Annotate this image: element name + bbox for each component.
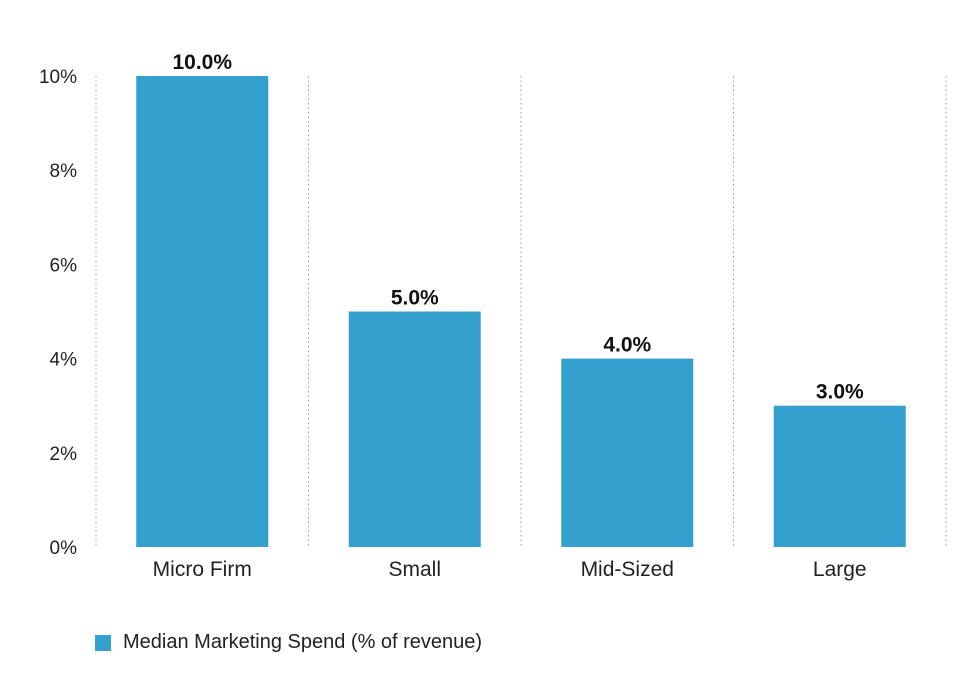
y-tick-label: 10% [39, 67, 77, 88]
data-labels: 10.0% 5.0% 4.0% 3.0% [172, 51, 864, 404]
bar [561, 358, 694, 547]
data-label: 5.0% [391, 287, 439, 310]
x-category-label: Mid-Sized [581, 558, 674, 581]
legend: Median Marketing Spend (% of revenue) [95, 631, 482, 654]
y-tick-label: 8% [50, 161, 78, 182]
y-tick-label: 0% [50, 538, 78, 559]
legend-swatch [95, 634, 111, 651]
x-category-label: Small [388, 558, 441, 581]
data-label: 10.0% [172, 51, 232, 74]
x-category-label: Micro Firm [153, 558, 252, 581]
data-label: 4.0% [603, 334, 651, 357]
y-tick-label: 6% [50, 255, 78, 276]
data-label: 3.0% [816, 381, 864, 404]
x-category-label: Large [813, 558, 867, 581]
bar [773, 405, 906, 547]
x-axis-categories: Micro Firm Small Mid-Sized Large [153, 558, 867, 581]
bar [348, 311, 481, 547]
legend-label: Median Marketing Spend (% of revenue) [123, 631, 483, 653]
bars [136, 76, 906, 547]
y-axis-ticks: 0% 2% 4% 6% 8% 10% [39, 67, 77, 559]
grid-lines [95, 76, 947, 547]
bar [136, 76, 269, 547]
y-tick-label: 4% [50, 350, 78, 371]
y-tick-label: 2% [50, 444, 78, 465]
